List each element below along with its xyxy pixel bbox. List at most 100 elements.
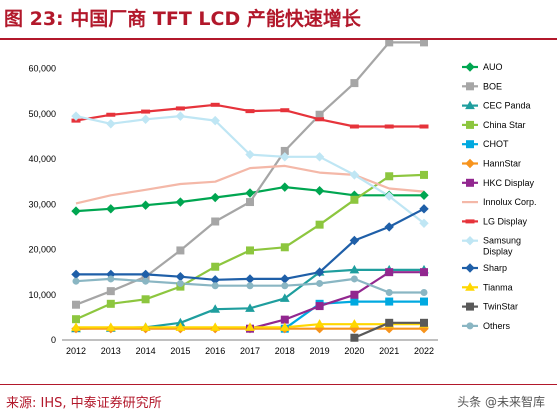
legend-marker-chot <box>466 140 474 149</box>
y-tick-label: 0 <box>51 335 56 345</box>
data-point-boe <box>106 287 115 296</box>
data-point-tianma <box>245 322 255 331</box>
x-tick-label: 2016 <box>205 346 225 356</box>
footer-rule <box>0 384 557 385</box>
data-point-cec-panda <box>210 304 221 313</box>
data-point-samsung-display <box>106 119 116 129</box>
data-point-lg-display <box>349 124 359 129</box>
data-point-auo <box>245 188 255 198</box>
data-point-cec-panda <box>245 303 255 312</box>
line-chart: 0 10,000 20,000 30,000 40,000 50,000 60,000 201… <box>28 40 537 356</box>
chart-title: 图 23: 中国厂商 TFT LCD 产能快速增长 <box>4 8 361 30</box>
legend-label-innolux-corp: Innolux Corp. <box>483 197 537 207</box>
data-point-samsung-display <box>175 111 186 121</box>
x-tick-label: 2015 <box>170 346 190 356</box>
data-point-auo <box>140 200 151 210</box>
data-point-others <box>385 289 393 297</box>
title-rule <box>0 38 557 40</box>
chart-legend: AUO BOE CEC Panda China Star CHOT HannStar HKC… <box>462 62 537 331</box>
data-point-twinstar <box>420 318 428 327</box>
data-point-sharp <box>71 269 81 280</box>
legend-marker-hkc-display <box>466 178 474 187</box>
y-tick-label: 30,000 <box>28 199 56 209</box>
data-point-samsung-display <box>245 149 255 160</box>
data-point-china-star <box>350 195 359 204</box>
legend-label-sharp: Sharp <box>483 263 507 273</box>
legend-marker-china-star <box>466 120 474 129</box>
data-point-others <box>420 289 428 297</box>
data-point-lg-display <box>210 102 220 107</box>
data-point-twinstar <box>350 333 359 342</box>
data-point-samsung-display <box>314 152 325 162</box>
series-line-lg-display <box>75 103 424 128</box>
data-point-sharp <box>419 204 429 214</box>
data-point-others <box>246 282 254 290</box>
legend-marker-cec-panda <box>465 100 475 110</box>
legend-label-auo: AUO <box>483 62 503 72</box>
y-tick-label: 50,000 <box>28 109 56 119</box>
data-point-chot <box>385 297 394 306</box>
y-tick-label: 10,000 <box>28 290 56 300</box>
legend-marker-samsung-display <box>465 235 475 246</box>
data-point-lg-display <box>419 124 429 129</box>
data-point-auo <box>210 192 220 203</box>
legend-label-tianma: Tianma <box>483 282 513 292</box>
data-point-lg-display <box>315 117 325 122</box>
series-line-boe <box>75 41 424 306</box>
data-point-tianma <box>105 322 116 331</box>
data-point-samsung-display <box>71 111 81 121</box>
data-point-china-star <box>385 172 394 181</box>
legend-marker-tianma <box>465 282 475 291</box>
y-tick-label: 40,000 <box>28 154 56 164</box>
data-point-tianma <box>140 322 151 331</box>
legend-label-hannstar: HannStar <box>483 159 521 169</box>
data-point-samsung-display <box>349 170 360 180</box>
legend-label-hkc-display: HKC Display <box>483 178 535 188</box>
data-point-china-star <box>315 220 324 229</box>
legend-marker-sharp <box>465 263 475 273</box>
data-point-sharp <box>280 274 290 284</box>
series-line-innolux-corp <box>75 164 425 205</box>
data-point-sharp <box>384 222 394 232</box>
data-point-tianma <box>210 322 221 331</box>
data-point-tianma <box>175 322 186 331</box>
data-point-tianma <box>314 319 325 328</box>
data-point-china-star <box>72 315 80 324</box>
x-tick-label: 2019 <box>310 346 330 356</box>
data-point-lg-display <box>245 109 255 114</box>
y-tick-label: 60,000 <box>28 64 56 74</box>
data-point-sharp <box>245 274 255 284</box>
data-point-tianma <box>279 322 290 331</box>
data-point-boe <box>385 40 394 47</box>
legend-marker-twinstar <box>466 302 474 311</box>
data-point-boe <box>72 300 80 309</box>
data-point-lg-display <box>175 106 185 111</box>
data-point-hkc-display <box>315 302 324 311</box>
data-point-hkc-display <box>385 268 394 277</box>
data-point-cec-panda <box>279 293 290 302</box>
data-point-samsung-display <box>384 191 394 201</box>
data-point-samsung-display <box>280 152 290 162</box>
source-note: 来源: IHS, 中泰证券研究所 <box>6 396 162 411</box>
data-point-sharp <box>349 235 360 246</box>
y-tick-label: 20,000 <box>28 245 56 255</box>
data-point-others <box>316 279 324 287</box>
data-point-lg-display <box>384 124 394 129</box>
chart-axes: 0 10,000 20,000 30,000 40,000 50,000 60,000 201… <box>28 64 438 356</box>
data-point-auo <box>106 204 116 214</box>
x-tick-label: 2014 <box>136 346 156 356</box>
legend-marker-others <box>466 322 474 330</box>
data-point-china-star <box>141 295 150 304</box>
x-tick-label: 2020 <box>344 346 364 356</box>
series-line-hkc-display <box>249 271 424 330</box>
data-point-boe <box>315 110 324 119</box>
legend-marker-lg-display <box>465 219 475 224</box>
data-point-auo <box>71 206 81 216</box>
data-point-samsung-display <box>210 115 220 126</box>
data-point-lg-display <box>106 112 116 117</box>
legend-marker-boe <box>466 82 474 91</box>
data-point-hkc-display <box>350 290 359 299</box>
data-point-sharp <box>314 267 325 277</box>
series-markers <box>71 40 429 342</box>
data-point-auo <box>280 182 290 192</box>
